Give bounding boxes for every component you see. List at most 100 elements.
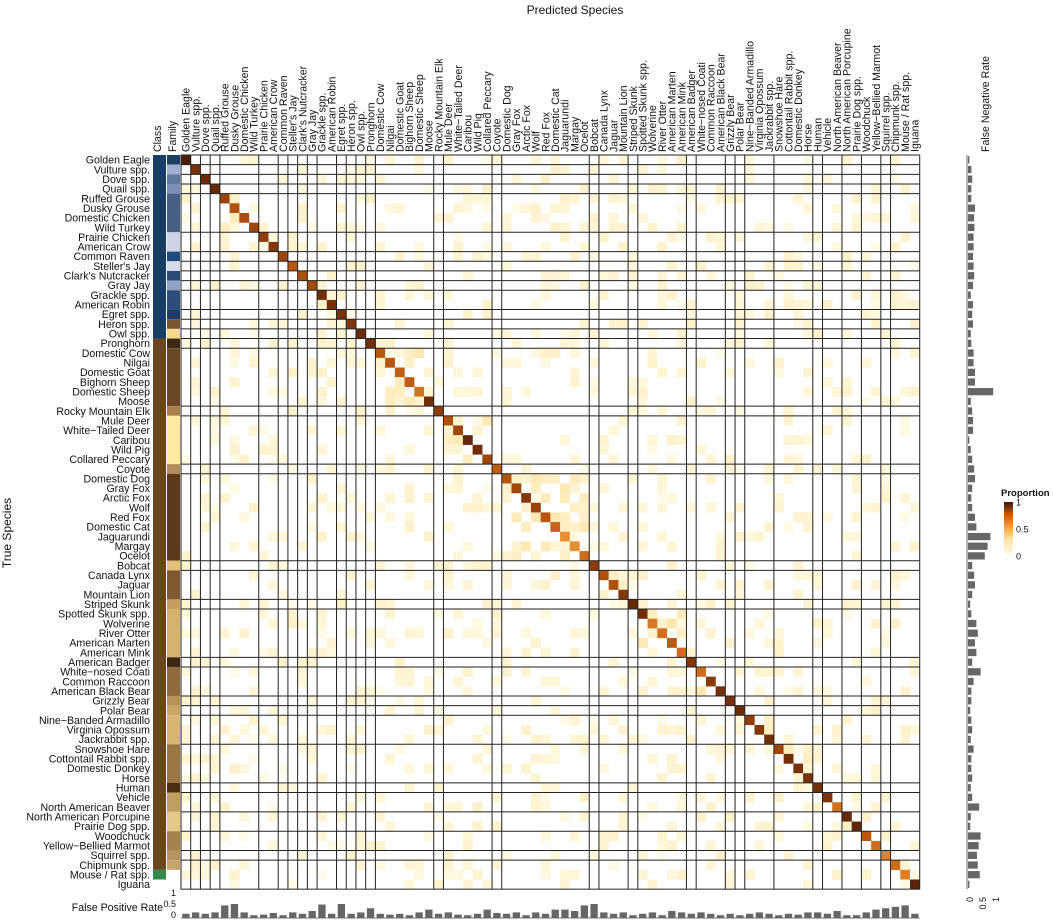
heatmap-cell bbox=[579, 512, 590, 523]
fn-bar bbox=[968, 446, 971, 454]
row-label: Rocky Mountain Elk bbox=[56, 406, 150, 418]
heatmap-cell bbox=[462, 502, 473, 513]
heatmap-cell bbox=[472, 628, 483, 639]
right-panel-label: False Negative Rate bbox=[980, 56, 992, 152]
family-strip bbox=[167, 270, 180, 281]
heatmap-cell bbox=[530, 348, 541, 359]
heatmap-cell bbox=[511, 551, 522, 561]
heatmap-cell bbox=[346, 802, 357, 813]
heatmap-cell bbox=[346, 850, 357, 861]
heatmap-cell bbox=[472, 425, 483, 436]
heatmap-cell bbox=[307, 473, 318, 484]
column-label: Striped Skunk bbox=[628, 85, 640, 152]
fn-bar bbox=[968, 156, 970, 164]
heatmap-cell bbox=[667, 261, 677, 272]
heatmap-cell bbox=[424, 261, 434, 272]
row-label: Moose bbox=[118, 396, 150, 408]
family-strip bbox=[167, 164, 180, 175]
heatmap-cell bbox=[521, 251, 532, 262]
heatmap-cell bbox=[404, 628, 415, 639]
column-label: Wolf bbox=[531, 131, 543, 152]
heatmap-cell bbox=[735, 724, 745, 735]
side-column-header: Class bbox=[152, 126, 164, 153]
row-label: Woodchuck bbox=[95, 831, 151, 843]
heatmap-cell bbox=[812, 724, 823, 735]
heatmap-cell bbox=[910, 879, 920, 890]
heatmap-cell bbox=[900, 879, 911, 890]
heatmap-cell bbox=[385, 406, 395, 416]
heatmap-cell bbox=[385, 609, 395, 619]
heatmap-cell bbox=[181, 155, 191, 165]
heatmap-cell bbox=[579, 473, 590, 484]
heatmap-cell bbox=[871, 502, 881, 513]
heatmap-cell bbox=[871, 183, 881, 194]
heatmap-cell bbox=[871, 618, 881, 629]
heatmap-cell bbox=[832, 464, 843, 474]
heatmap-cell bbox=[453, 386, 464, 397]
heatmap-cell bbox=[355, 792, 366, 803]
heatmap-cell bbox=[200, 860, 211, 870]
heatmap-cell bbox=[462, 686, 473, 697]
row-label: Dove spp. bbox=[102, 174, 150, 186]
heatmap-cell bbox=[472, 802, 483, 813]
heatmap-cell bbox=[579, 464, 590, 474]
heatmap-cell bbox=[851, 483, 862, 494]
heatmap-cell bbox=[618, 502, 629, 513]
heatmap-cell bbox=[453, 444, 464, 455]
heatmap-cell bbox=[560, 869, 570, 880]
fn-bar bbox=[968, 581, 975, 589]
heatmap-cell bbox=[861, 502, 872, 513]
heatmap-cell bbox=[676, 222, 687, 233]
heatmap-cell bbox=[647, 464, 658, 474]
heatmap-cell bbox=[336, 174, 347, 185]
heatmap-cell bbox=[229, 348, 240, 359]
row-label: American Black Bear bbox=[51, 686, 150, 698]
heatmap-cell bbox=[598, 686, 609, 697]
heatmap-cell bbox=[783, 261, 794, 272]
heatmap-cell bbox=[764, 744, 775, 755]
column-label: Nilgai bbox=[385, 126, 397, 153]
row-label: Domestic Donkey bbox=[67, 763, 151, 775]
heatmap-cell bbox=[210, 860, 221, 870]
row-label: Margay bbox=[115, 541, 151, 553]
heatmap-cell bbox=[608, 599, 619, 610]
family-strip bbox=[167, 309, 180, 320]
fp-bar bbox=[415, 912, 423, 918]
legend-swatch bbox=[1004, 504, 1013, 507]
heatmap-cell bbox=[880, 493, 891, 503]
heatmap-cell bbox=[326, 647, 337, 658]
heatmap-cell bbox=[579, 183, 590, 194]
heatmap-cell bbox=[346, 744, 357, 755]
heatmap-cell bbox=[355, 280, 366, 291]
heatmap-cell bbox=[783, 222, 794, 233]
heatmap-cell bbox=[871, 290, 881, 301]
heatmap-cell bbox=[258, 609, 269, 619]
heatmap-cell bbox=[287, 261, 298, 272]
fn-bar bbox=[968, 619, 977, 628]
heatmap-cell bbox=[579, 628, 590, 639]
row-label: Caribou bbox=[113, 435, 150, 447]
heatmap-cell bbox=[375, 222, 386, 233]
heatmap-cell bbox=[676, 628, 687, 639]
heatmap-cell bbox=[900, 183, 911, 194]
heatmap-cell bbox=[404, 734, 415, 745]
family-strip bbox=[167, 155, 180, 165]
heatmap-cell bbox=[540, 512, 551, 523]
legend-swatch bbox=[1004, 536, 1013, 539]
heatmap-cell bbox=[492, 792, 502, 803]
heatmap-cell bbox=[501, 241, 512, 252]
heatmap-cell bbox=[336, 309, 347, 320]
heatmap-cell bbox=[317, 628, 327, 639]
heatmap-cell bbox=[647, 357, 658, 368]
heatmap-cell bbox=[219, 406, 230, 416]
heatmap-cell bbox=[530, 155, 541, 165]
fp-bar bbox=[337, 904, 346, 918]
heatmap-cell bbox=[385, 357, 395, 368]
heatmap-cell bbox=[793, 763, 804, 774]
heatmap-cell bbox=[249, 541, 259, 552]
row-label: Wolf bbox=[129, 502, 150, 514]
heatmap-cell bbox=[803, 174, 813, 185]
fn-bar bbox=[968, 880, 970, 888]
fn-bar bbox=[968, 571, 975, 579]
